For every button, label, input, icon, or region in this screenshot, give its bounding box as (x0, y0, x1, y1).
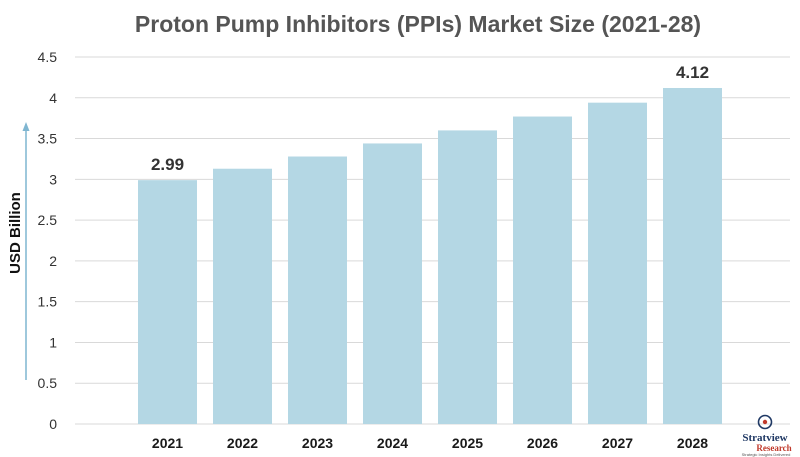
x-tick-label: 2022 (227, 435, 258, 451)
y-tick-label: 4 (49, 90, 57, 106)
y-tick-label: 1 (49, 334, 57, 350)
logo-name: Stratview (742, 432, 787, 444)
x-tick-label: 2026 (527, 435, 558, 451)
bars (138, 87, 722, 424)
bar-2022 (213, 168, 272, 424)
logo-target-icon (757, 414, 773, 430)
data-label: 4.12 (676, 63, 709, 82)
y-tick-label: 3 (49, 171, 57, 187)
x-tick-label: 2021 (152, 435, 183, 451)
y-axis-label: USD Billion (7, 192, 24, 274)
y-tick-label: 2 (49, 253, 57, 269)
x-tick-label: 2024 (377, 435, 408, 451)
bar-2024 (363, 143, 422, 424)
logo-target-center-icon (762, 419, 768, 425)
stratview-logo: Stratview Research Strategic Insights De… (742, 414, 792, 457)
y-tick-label: 2.5 (38, 212, 58, 228)
y-tick-label: 0 (49, 416, 57, 432)
y-tick-label: 4.5 (38, 49, 58, 65)
bar-2027 (588, 102, 647, 424)
bar-2023 (288, 156, 347, 424)
y-tick-label: 3.5 (38, 131, 58, 147)
y-axis-arrow (22, 122, 30, 380)
x-tick-label: 2023 (302, 435, 333, 451)
x-axis-ticks: 2021 2022 2023 2024 2025 2026 2027 2028 (152, 435, 708, 451)
y-tick-label: 1.5 (38, 294, 58, 310)
y-tick-label: 0.5 (38, 375, 58, 391)
logo-sub: Research (756, 443, 791, 453)
bar-2021 (138, 180, 197, 424)
data-labels: 2.99 4.12 (151, 63, 709, 174)
chart-title: Proton Pump Inhibitors (PPIs) Market Siz… (135, 11, 701, 37)
x-tick-label: 2025 (452, 435, 483, 451)
bar-2025 (438, 130, 497, 424)
bar-2028 (663, 87, 722, 424)
logo-tagline: Strategic Insights Delivered (742, 452, 791, 457)
x-tick-label: 2027 (602, 435, 633, 451)
y-axis-ticks: 0 0.5 1 1.5 2 2.5 3 3.5 4 4.5 (38, 49, 58, 432)
bar-2026 (513, 116, 572, 424)
x-tick-label: 2028 (677, 435, 708, 451)
data-label: 2.99 (151, 155, 184, 174)
